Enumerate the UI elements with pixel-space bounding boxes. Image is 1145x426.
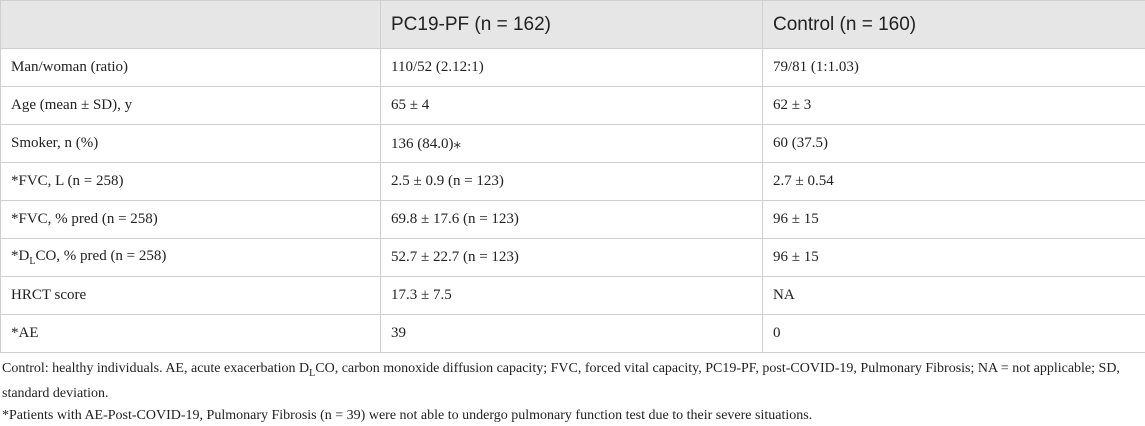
footnote: *Patients with AE-Post-COVID-19, Pulmona… [2,406,1143,426]
table-body: Man/woman (ratio)110/52 (2.12:1)79/81 (1… [1,49,1145,353]
table-cell: 110/52 (2.12:1) [381,49,763,87]
table-cell: NA [763,277,1145,315]
table-row: *FVC, L (n = 258)2.5 ± 0.9 (n = 123)2.7 … [1,163,1145,201]
table-cell: 17.3 ± 7.5 [381,277,763,315]
table-cell: 136 (84.0)⁎ [381,125,763,163]
table-row: *DLCO, % pred (n = 258)52.7 ± 22.7 (n = … [1,239,1145,277]
footnote: Control: healthy individuals. AE, acute … [2,359,1143,404]
table-cell: 96 ± 15 [763,239,1145,277]
table-cell: Man/woman (ratio) [1,49,381,87]
table-row: Smoker, n (%)136 (84.0)⁎60 (37.5) [1,125,1145,163]
text-segment: *Patients with AE-Post-COVID-19, Pulmona… [2,408,812,423]
footnotes: Control: healthy individuals. AE, acute … [0,353,1145,426]
header-cell: Control (n = 160) [763,1,1145,49]
header-cell [1,1,381,49]
table-cell: 69.8 ± 17.6 (n = 123) [381,201,763,239]
table-cell: 0 [763,315,1145,353]
table-cell: 2.5 ± 0.9 (n = 123) [381,163,763,201]
table-cell: *FVC, % pred (n = 258) [1,201,381,239]
table-cell: *FVC, L (n = 258) [1,163,381,201]
table-cell: *DLCO, % pred (n = 258) [1,239,381,277]
table-cell: *AE [1,315,381,353]
table-cell: 39 [381,315,763,353]
data-table: PC19-PF (n = 162)Control (n = 160) Man/w… [0,0,1145,353]
table-cell: Smoker, n (%) [1,125,381,163]
header-cell: PC19-PF (n = 162) [381,1,763,49]
text-segment: Control: healthy individuals. AE, acute … [2,361,309,376]
text-segment: CO, % pred (n = 258) [35,248,166,264]
table-cell: 79/81 (1:1.03) [763,49,1145,87]
table-cell: 96 ± 15 [763,201,1145,239]
table-cell: 52.7 ± 22.7 (n = 123) [381,239,763,277]
table-cell: 60 (37.5) [763,125,1145,163]
table-row: *FVC, % pred (n = 258)69.8 ± 17.6 (n = 1… [1,201,1145,239]
table-row: Man/woman (ratio)110/52 (2.12:1)79/81 (1… [1,49,1145,87]
table-cell: Age (mean ± SD), y [1,87,381,125]
table-cell: 2.7 ± 0.54 [763,163,1145,201]
table-cell: 65 ± 4 [381,87,763,125]
table-cell: 62 ± 3 [763,87,1145,125]
header-row: PC19-PF (n = 162)Control (n = 160) [1,1,1145,49]
table-cell: HRCT score [1,277,381,315]
text-segment: *D [11,248,29,264]
